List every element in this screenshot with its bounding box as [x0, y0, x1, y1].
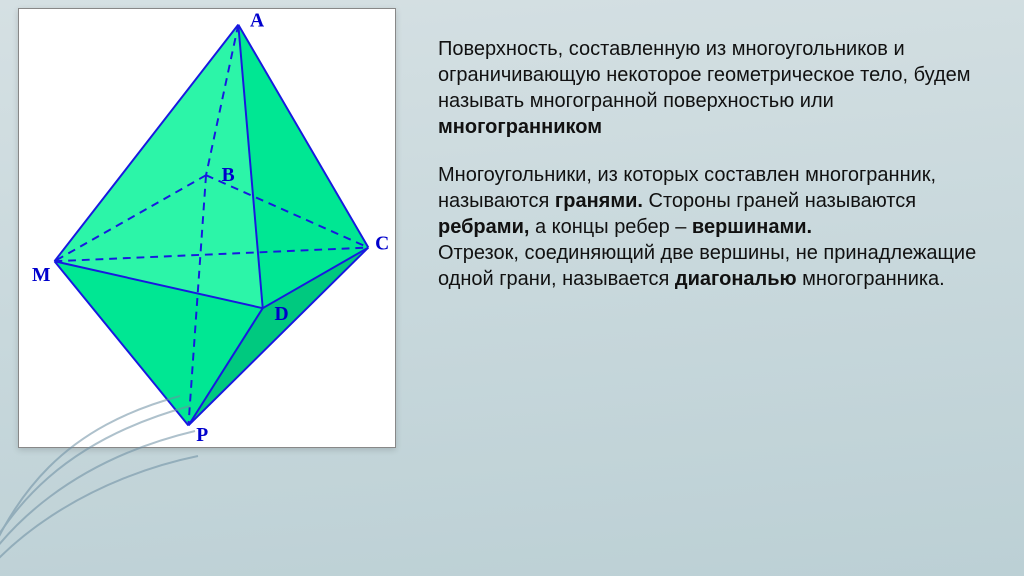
paragraph-2: Многоугольники, из которых составлен мно… [438, 162, 998, 292]
definition-text: Поверхность, составленную из многоугольн… [438, 36, 998, 314]
term-edges: ребрами, [438, 216, 529, 238]
vertex-label-d: D [274, 304, 288, 325]
term-polyhedron: многогранником [438, 116, 602, 138]
slide: A B C D M P Поверхность, составленную из… [0, 0, 1024, 576]
term-vertices: вершинами. [692, 216, 812, 238]
term-diagonal: диагональю [675, 268, 797, 290]
text: Поверхность, составленную из многоугольн… [438, 38, 971, 112]
vertex-label-c: C [375, 234, 389, 255]
text: а концы ребер – [529, 216, 692, 238]
vertex-label-b: B [222, 165, 235, 186]
text: Стороны граней называются [643, 190, 916, 212]
vertex-label-a: A [250, 11, 264, 32]
corner-decor-icon [0, 376, 200, 576]
vertex-label-m: M [32, 265, 50, 286]
text: многогранника. [797, 268, 945, 290]
term-faces: гранями. [555, 190, 643, 212]
paragraph-1: Поверхность, составленную из многоугольн… [438, 36, 998, 140]
